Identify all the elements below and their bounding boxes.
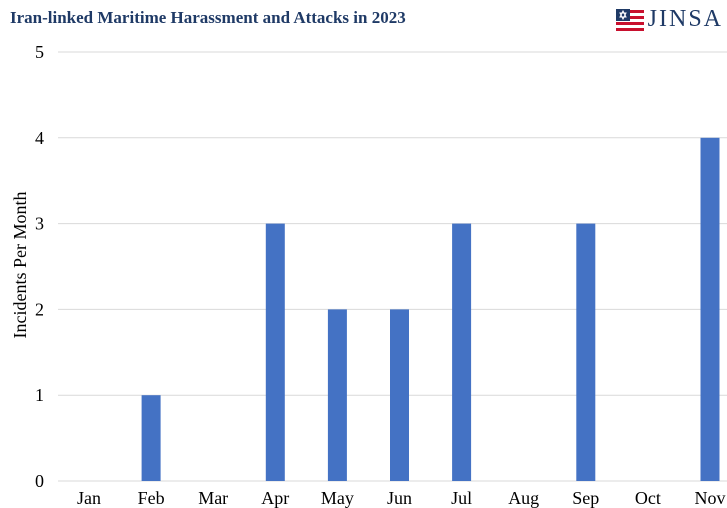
x-tick-label-apr: Apr — [261, 488, 289, 508]
y-tick-label: 4 — [35, 128, 44, 148]
y-axis-label: Incidents Per Month — [10, 192, 30, 339]
x-tick-label-aug: Aug — [508, 488, 539, 508]
bars — [141, 137, 720, 482]
y-tick-label: 5 — [35, 42, 44, 62]
bar-nov — [700, 137, 720, 482]
logo-text: JINSA — [647, 6, 723, 32]
x-tick-label-oct: Oct — [635, 488, 661, 508]
x-tick-label-jun: Jun — [387, 488, 412, 508]
y-tick-label: 0 — [35, 471, 44, 491]
bar-jun — [390, 309, 409, 481]
x-tick-label-mar: Mar — [198, 488, 228, 508]
bar-may — [327, 309, 347, 481]
bar-apr — [265, 223, 285, 481]
x-tick-label-jan: Jan — [77, 488, 101, 508]
chart-title: Iran-linked Maritime Harassment and Atta… — [10, 8, 406, 27]
bar-jul — [452, 223, 472, 481]
x-tick-labels: Jan Feb Mar Apr May Jun Jul Aug Sep Oct Nov — [77, 488, 726, 508]
y-tick-label: 2 — [35, 299, 44, 319]
y-tick-label: 1 — [35, 385, 44, 405]
x-tick-label-nov: Nov — [695, 488, 726, 508]
bar-feb — [141, 395, 161, 481]
x-tick-label-sep: Sep — [572, 488, 599, 508]
x-tick-label-feb: Feb — [138, 488, 165, 508]
y-tick-label: 3 — [35, 214, 44, 234]
flag-star-icon — [615, 8, 644, 31]
x-tick-label-jul: Jul — [451, 488, 472, 508]
x-tick-label-may: May — [321, 488, 354, 508]
jinsa-logo: JINSA — [615, 6, 723, 33]
y-tick-labels: 0 1 2 3 4 5 — [35, 42, 44, 491]
bar-sep — [576, 223, 596, 481]
